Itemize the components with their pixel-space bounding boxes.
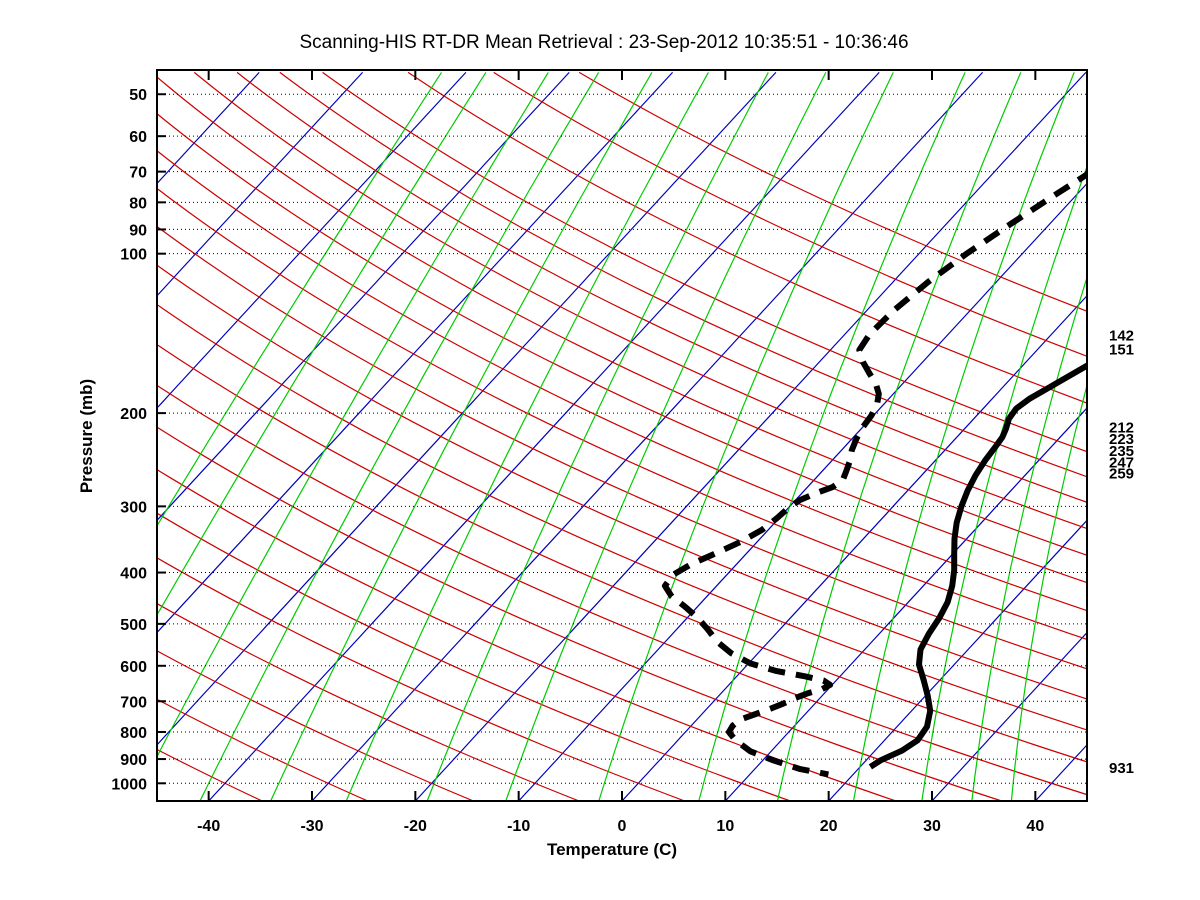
retrieval-level-label: 259	[1109, 466, 1134, 483]
dry-adiabat-line	[157, 264, 1087, 700]
temperature-tick-label: -20	[404, 818, 427, 835]
isotherm-line	[157, 71, 364, 297]
mixing-ratio-line	[157, 72, 443, 527]
pressure-tick-label: 60	[129, 129, 147, 146]
pressure-tick-label: 200	[120, 406, 147, 423]
retrieval-level-label: 247	[1109, 455, 1134, 472]
temperature-tick-label: 10	[716, 818, 734, 835]
temperature-ticks	[207, 70, 1037, 801]
isotherm-line	[931, 631, 1087, 801]
dry-adiabat-line	[157, 76, 1087, 556]
isotherm-line	[208, 71, 880, 801]
dry-adiabat-line	[157, 225, 1087, 670]
dry-adiabat-line	[407, 71, 1087, 404]
isotherm-line	[828, 519, 1087, 801]
pressure-tick-label: 500	[120, 617, 147, 634]
isotherm-line	[724, 407, 1087, 801]
dry-adiabat-line	[157, 426, 1002, 801]
dry-adiabat-line	[493, 71, 1087, 357]
dry-adiabat-line	[157, 343, 1087, 763]
pressure-tick-label: 90	[129, 222, 147, 239]
pressure-tick-label: 700	[120, 694, 147, 711]
dry-adiabat-line	[157, 512, 791, 801]
dry-adiabat-line	[236, 71, 1087, 503]
mixing-ratio-line	[1010, 383, 1087, 801]
retrieval-level-label: 142	[1109, 327, 1134, 344]
mixing-ratio-line	[157, 72, 549, 758]
temperature-tick-labels: -40 -30 -20 -10 0 10 20 30 40	[197, 818, 1044, 835]
pressure-tick-label: 400	[120, 566, 147, 583]
background-thermodynamic-lines	[157, 71, 1087, 801]
profile-temperature	[868, 362, 1087, 770]
pressure-tick-labels: 50 60 70 80 90 100 200 300 400 500 600 700 800 900 100…	[111, 87, 147, 793]
dry-adiabat-line	[157, 187, 1087, 641]
profile-dewpoint	[661, 170, 1087, 778]
isotherm-line	[157, 71, 674, 634]
pressure-tick-label: 800	[120, 725, 147, 742]
dry-adiabat-line	[157, 557, 685, 801]
plot-frame	[156, 69, 1088, 802]
mixing-ratio-line	[157, 72, 487, 617]
dry-adiabat-line	[157, 602, 580, 801]
isotherm-line	[621, 294, 1087, 801]
isotherm-line	[414, 71, 1087, 801]
isotherm-line	[311, 71, 984, 801]
mixing-ratio-line	[270, 72, 653, 801]
mixing-ratio-line	[199, 72, 600, 801]
temperature-tick-label: -10	[507, 818, 530, 835]
mixing-ratio-line	[426, 72, 769, 801]
dry-adiabat-line	[193, 71, 1087, 530]
dry-adiabat-line	[157, 384, 1087, 796]
retrieval-level-label: 151	[1109, 341, 1134, 358]
retrieval-level-label: 931	[1109, 760, 1134, 777]
dry-adiabat-line	[157, 468, 897, 801]
mixing-ratio-line	[852, 72, 1075, 801]
mixing-ratio-line	[971, 275, 1087, 801]
dry-adiabat-line	[157, 150, 1087, 612]
pressure-tick-label: 1000	[111, 776, 147, 793]
dry-adiabat-line	[157, 112, 1087, 584]
mixing-ratio-line	[345, 72, 709, 801]
pressure-gridlines	[157, 93, 1087, 785]
temperature-tick-label: 20	[820, 818, 838, 835]
dry-adiabat-line	[157, 303, 1087, 731]
mixing-ratio-line	[598, 72, 894, 801]
isotherm-line	[157, 71, 467, 409]
pressure-tick-label: 600	[120, 659, 147, 676]
isotherm-line	[157, 71, 570, 522]
pressure-tick-label: 100	[120, 247, 147, 264]
pressure-tick-label: 300	[120, 499, 147, 516]
temperature-tick-label: 0	[618, 818, 627, 835]
sounding-profiles	[661, 170, 1087, 778]
y-axis-title: Pressure (mb)	[77, 379, 96, 493]
mixing-ratio-line	[698, 72, 966, 801]
pressure-tick-label: 900	[120, 752, 147, 769]
dry-adiabat-line	[279, 71, 1087, 478]
pressure-tick-label: 50	[129, 87, 147, 104]
retrieval-level-label: 235	[1109, 443, 1134, 460]
temperature-tick-label: 30	[923, 818, 941, 835]
dry-adiabat-line	[578, 71, 1087, 312]
x-axis-title: Temperature (C)	[547, 840, 677, 859]
retrieval-level-label: 212	[1109, 420, 1134, 437]
pressure-tick-label: 70	[129, 165, 147, 182]
page-title: Scanning-HIS RT-DR Mean Retrieval : 23-S…	[299, 32, 908, 53]
temperature-tick-label: -30	[300, 818, 323, 835]
retrieval-level-label: 223	[1109, 431, 1134, 448]
temperature-tick-label: -40	[197, 818, 220, 835]
pressure-tick-label: 80	[129, 195, 147, 212]
mixing-ratio-line	[505, 72, 827, 801]
temperature-tick-label: 40	[1026, 818, 1044, 835]
dry-adiabat-line	[157, 650, 474, 801]
